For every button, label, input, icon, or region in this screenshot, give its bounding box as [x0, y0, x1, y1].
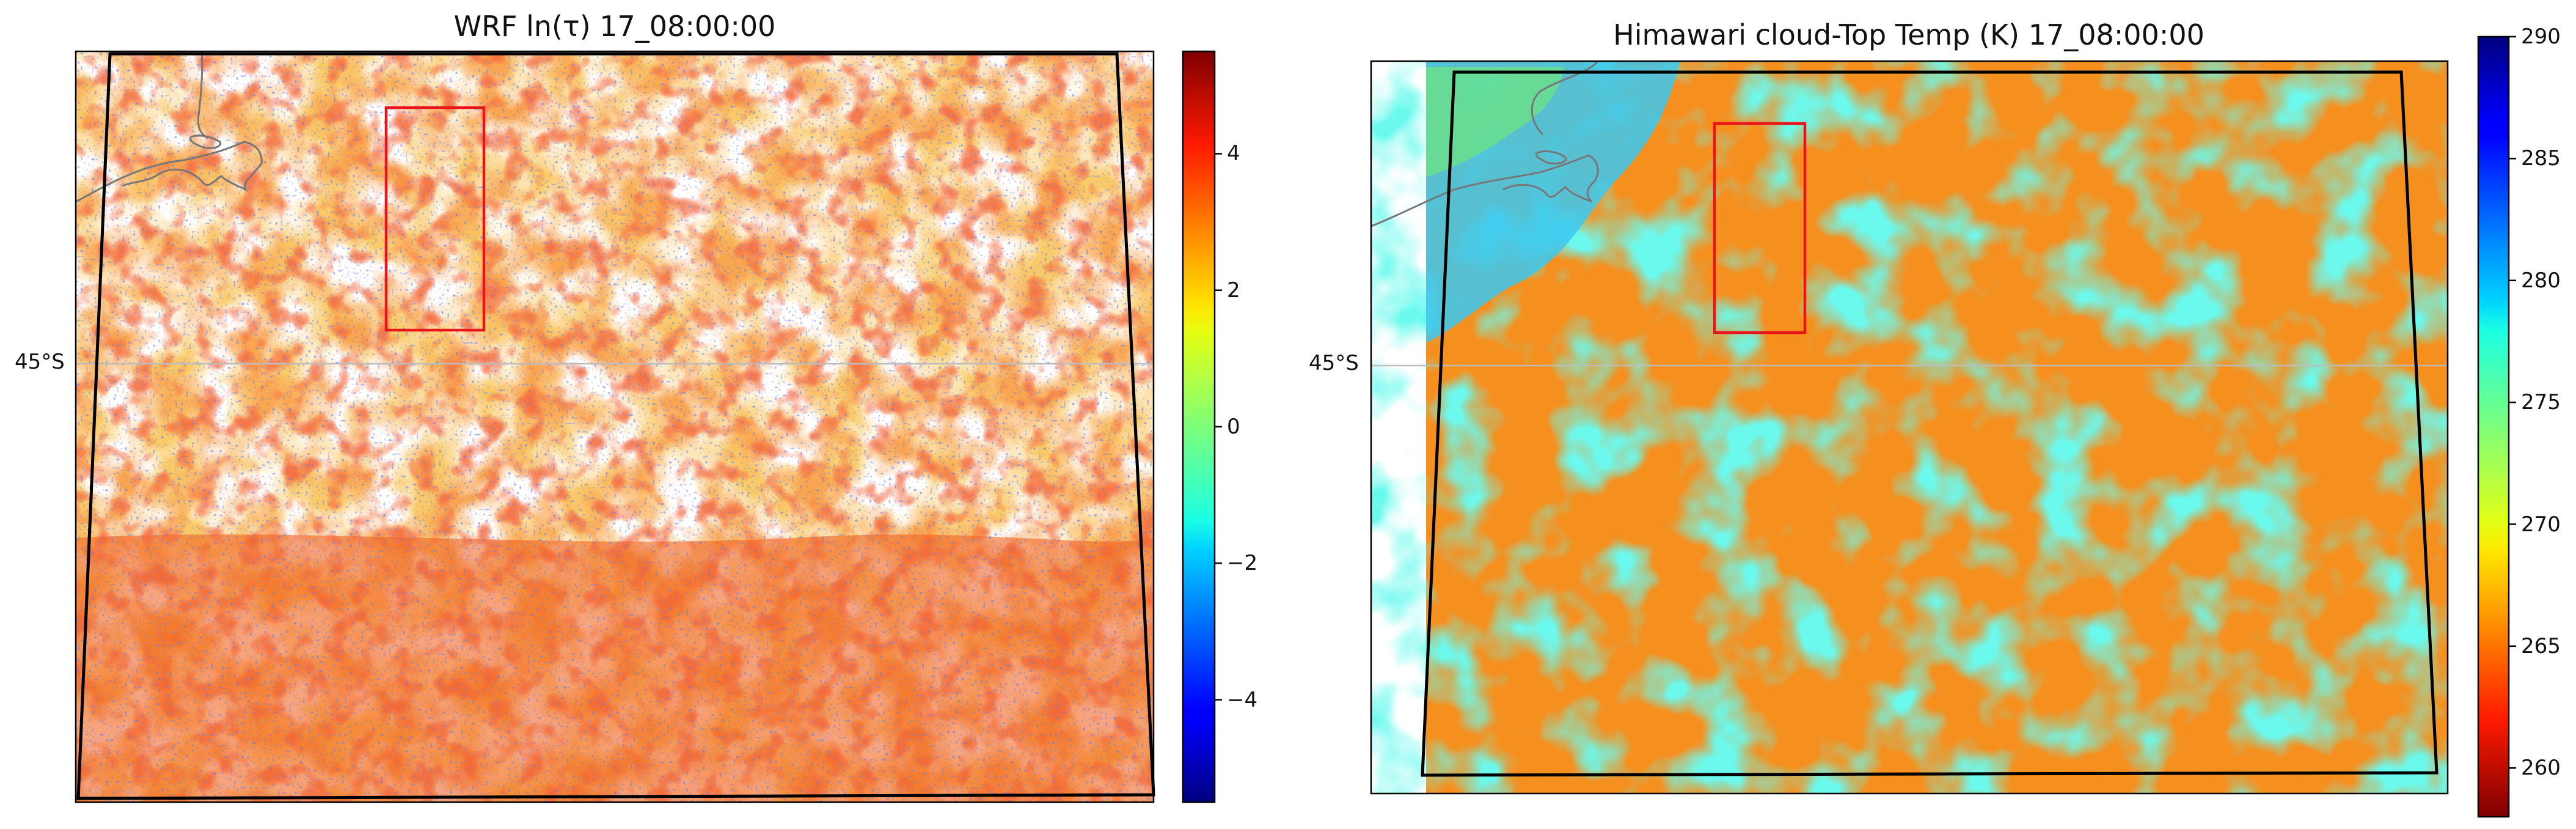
himawari-colorbar-tick-label: 290	[2521, 24, 2561, 49]
wrf-axes-frame	[75, 50, 1155, 803]
wrf-heatmap	[76, 51, 1154, 802]
himawari-colorbar-tick-label: 275	[2521, 390, 2561, 415]
himawari-colorbar-tick-label: 265	[2521, 633, 2561, 658]
himawari-colorbar-tick-label: 285	[2521, 146, 2561, 171]
wrf-colorbar-ticks	[1215, 153, 1222, 701]
wrf-colorbar-bar	[1182, 50, 1216, 803]
wrf-colorbar	[1182, 50, 1222, 803]
wrf-colorbar-tick-label: −4	[1227, 687, 1258, 712]
wrf-map-panel	[75, 50, 1155, 803]
himawari-colorbar-ticks	[2509, 35, 2516, 769]
himawari-colorbar	[2477, 35, 2516, 818]
wrf-coastline	[76, 51, 263, 203]
wrf-colorbar-tick-label: 2	[1227, 278, 1240, 303]
himawari-colorbar-tick-label: 260	[2521, 756, 2561, 781]
himawari-chart-title: Himawari cloud-Top Temp (K) 17_08:00:00	[1613, 18, 2205, 51]
himawari-region-box	[1713, 122, 1807, 334]
himawari-colorbar-bar	[2477, 35, 2510, 818]
himawari-colorbar-tick-label: 280	[2521, 268, 2561, 293]
himawari-map-panel	[1370, 60, 2449, 795]
wrf-region-box	[384, 106, 486, 332]
himawari-lat-label: 45°S	[1309, 351, 1359, 375]
himawari-colorbar-tick-label: 270	[2521, 512, 2561, 537]
wrf-colorbar-tick-label: 4	[1227, 141, 1240, 166]
wrf-chart-title: WRF ln(τ) 17_08:00:00	[453, 10, 776, 43]
himawari-heatmap	[1371, 61, 2448, 794]
wrf-lat-label: 45°S	[15, 350, 65, 374]
wrf-colorbar-tick-label: −2	[1227, 551, 1258, 576]
himawari-axes-frame	[1370, 60, 2449, 795]
himawari-domain-outline	[1421, 70, 2439, 777]
wrf-colorbar-tick-label: 0	[1227, 415, 1240, 439]
himawari-coastline	[1371, 61, 1599, 227]
